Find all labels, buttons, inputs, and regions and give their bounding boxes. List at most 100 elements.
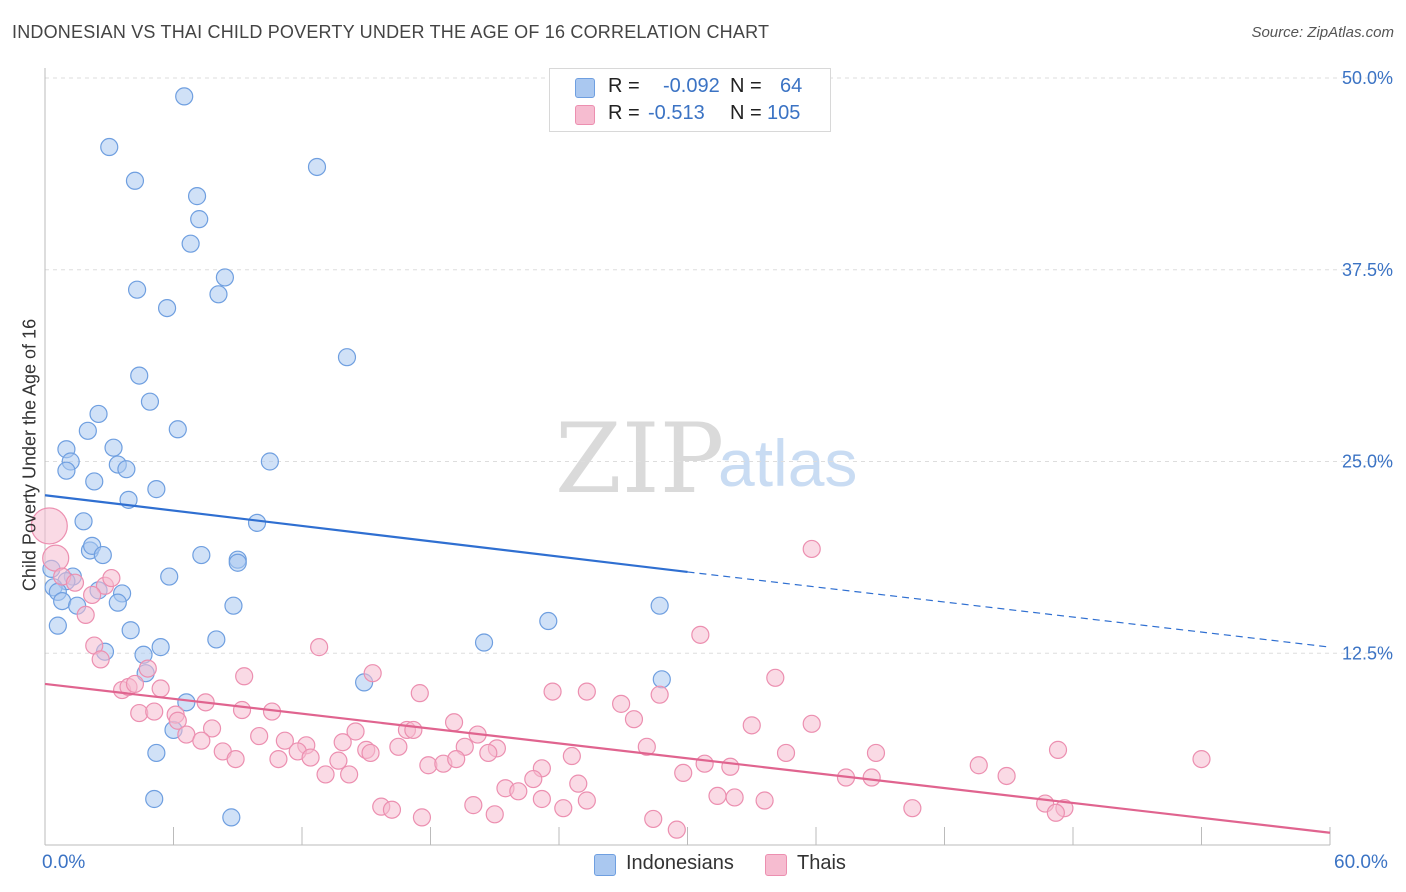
thai-point (42, 544, 70, 572)
legend-n-label: N = (730, 102, 762, 124)
indonesian-point (337, 348, 357, 367)
thai-point (275, 731, 294, 750)
legend-swatch-indonesians (575, 78, 595, 98)
thai-point (862, 768, 881, 787)
thai-point (444, 713, 464, 732)
indonesian-point (85, 472, 104, 491)
thai-point (903, 799, 922, 818)
y-tick-labels: 12.5% 25.0% 37.5% 50.0% (1342, 68, 1393, 663)
thai-point (102, 568, 121, 588)
thai-point (755, 791, 774, 810)
watermark-atlas: atlas (718, 426, 857, 500)
indonesian-point (89, 404, 108, 424)
indonesian-point (260, 452, 279, 471)
thai-point (674, 763, 693, 783)
indonesian-point (140, 392, 160, 411)
thai-point (412, 808, 432, 827)
thai-point (776, 743, 796, 763)
thai-point (410, 684, 429, 703)
thai-point (83, 585, 102, 605)
watermark-zip: ZIP (555, 403, 724, 515)
thai-point (130, 703, 149, 723)
legend-n-value: 64 (780, 75, 803, 97)
thai-point (235, 667, 254, 686)
thai-point (695, 754, 714, 773)
thai-point (1192, 749, 1211, 769)
indonesian-point (207, 630, 226, 649)
thai-point (419, 756, 438, 775)
thai-point (168, 711, 187, 730)
thai-point (969, 756, 988, 775)
indonesian-point (100, 137, 119, 157)
bottom-legend-swatch-indonesians (594, 854, 616, 876)
thai-point (543, 682, 562, 701)
legend-r-value: -0.513 (648, 102, 705, 124)
thai-point (145, 702, 164, 721)
indonesian-point (168, 420, 187, 439)
y-tick-label: 50.0% (1342, 68, 1393, 88)
thai-point (76, 605, 95, 625)
indonesian-point (157, 299, 177, 318)
thai-point (125, 674, 145, 694)
indonesian-point (474, 633, 494, 652)
indonesian-point (125, 171, 145, 190)
indonesian-point (190, 210, 209, 229)
thai-point (532, 789, 551, 809)
indonesian-point (145, 789, 164, 809)
thai-point (725, 788, 744, 807)
thai-point (250, 726, 269, 746)
thai-point (624, 710, 644, 729)
indonesians-trend-line (44, 494, 688, 574)
indonesian-point (209, 285, 228, 304)
thai-point (802, 539, 821, 559)
indonesians-trend-extension (687, 571, 1331, 648)
x-tick-left: 0.0% (42, 852, 86, 873)
thai-point (226, 749, 245, 769)
indonesian-point (53, 591, 72, 611)
indonesian-point (78, 421, 97, 440)
thai-point (691, 625, 710, 644)
thai-point (577, 682, 596, 701)
thai-point (340, 765, 359, 784)
gridlines (45, 77, 1392, 654)
thai-point (1046, 803, 1065, 822)
thai-point (310, 638, 329, 657)
thai-point (269, 749, 288, 769)
thai-point (562, 746, 581, 766)
thai-point (708, 786, 727, 806)
thai-point (637, 737, 656, 756)
thai-point (316, 765, 335, 784)
thai-point (363, 664, 382, 683)
thai-point (612, 694, 631, 713)
thai-point (650, 685, 669, 704)
thai-point (667, 820, 686, 839)
thai-point (192, 731, 211, 750)
indonesian-point (160, 567, 179, 586)
thai-point (802, 714, 821, 733)
bottom-legend-swatch-thais (765, 854, 787, 876)
thai-point (509, 782, 528, 801)
y-tick-label: 37.5% (1342, 260, 1393, 280)
thai-point (766, 668, 785, 687)
indonesian-point (104, 438, 123, 457)
thai-point (65, 573, 85, 592)
indonesian-point (108, 593, 127, 612)
legend-r-value: -0.092 (663, 75, 720, 97)
thai-point (301, 748, 320, 767)
indonesian-point (147, 480, 166, 499)
thai-point (151, 679, 170, 698)
watermark: ZIP atlas (555, 403, 857, 515)
indonesian-point (650, 596, 669, 615)
indonesian-point (187, 187, 207, 206)
indonesian-point (48, 616, 67, 635)
thai-point (30, 507, 68, 545)
bottom-legend-label: Thais (797, 852, 846, 874)
thai-point (333, 733, 352, 752)
thai-point (138, 659, 157, 678)
stats-legend: R = -0.092 N = 64 R = -0.513 N = 105 (549, 68, 831, 132)
legend-row-thais: R = -0.513 N = 105 (550, 102, 830, 128)
thai-point (554, 799, 573, 818)
thai-point (202, 719, 222, 738)
thai-point (1048, 740, 1068, 759)
